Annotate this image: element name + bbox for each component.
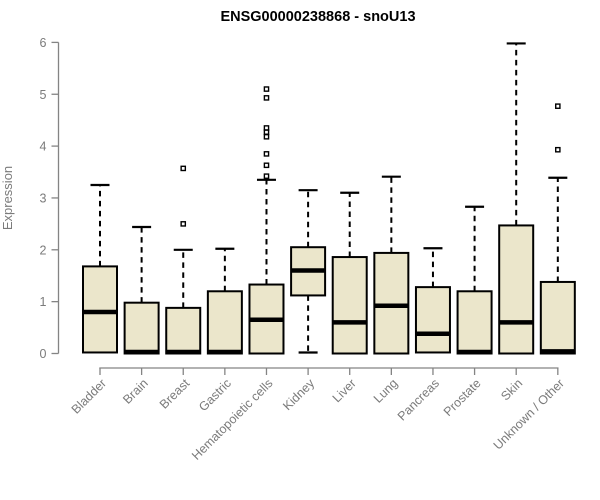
outlier-point [263,173,270,179]
outlier-point [263,86,270,92]
outlier-point [263,125,270,131]
outlier-point [180,165,187,172]
y-tick-label: 5 [40,88,47,102]
y-tick-label: 1 [40,295,47,309]
outlier-point [180,221,187,227]
y-tick-label: 3 [40,191,47,205]
outlier-point [263,151,270,157]
x-tick-label: Pancreas [395,376,442,423]
box [373,251,410,355]
outlier-point [555,146,561,153]
x-tick-label: Liver [330,376,359,405]
box [539,280,576,355]
outlier-point [263,95,270,101]
box-series-group [82,42,576,355]
x-tick-label: Hematopoietic cells [189,376,276,463]
outlier-point [263,133,270,140]
y-axis-label: Expression [0,166,15,230]
x-tick-label: Kidney [280,376,317,413]
x-tick-label: Unknown / Other [491,376,567,452]
x-tick-label: Lung [371,376,401,406]
box [165,306,202,355]
outlier-point [555,103,561,109]
x-tick-label: Skin [498,376,525,403]
y-tick-label: 6 [40,36,47,50]
outlier-point [263,162,270,169]
box [206,290,243,355]
box [498,224,535,355]
x-tick-label: Breast [157,376,193,412]
x-tick-label: Brain [120,376,151,407]
x-tick-label: Gastric [196,376,234,414]
box [456,290,493,355]
chart-title: ENSG00000238868 - snoU13 [220,9,415,25]
box [123,301,160,355]
x-tick-label: Prostate [441,376,484,419]
box [82,265,118,354]
y-tick-label: 4 [40,140,47,154]
y-tick-label: 2 [40,243,47,257]
box [331,256,368,355]
x-tick-label: Bladder [69,376,109,416]
box [414,286,451,354]
y-tick-label: 0 [40,347,47,361]
